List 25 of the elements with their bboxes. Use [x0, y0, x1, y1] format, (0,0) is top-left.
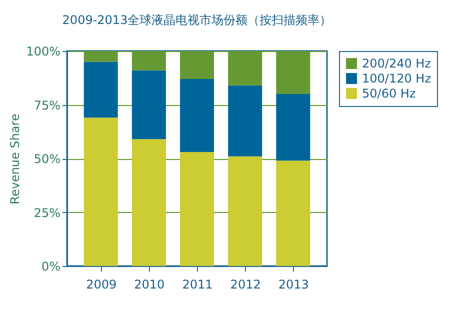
chart-title: 2009-2013全球液晶电视市场份额（按扫描频率） — [62, 13, 332, 27]
y-tick-label: 75% — [34, 98, 60, 112]
x-tick-label: 2010 — [134, 278, 165, 292]
bar — [180, 78, 214, 152]
x-tick-label: 2011 — [182, 278, 213, 292]
bar — [132, 70, 166, 140]
y-tick-label: 0% — [41, 260, 60, 274]
bar — [84, 118, 118, 266]
bar — [228, 85, 262, 156]
x-tick-label: 2009 — [86, 278, 117, 292]
y-tick-label: 100% — [26, 44, 60, 58]
x-tick-label: 2012 — [230, 278, 261, 292]
y-tick-label: 50% — [34, 152, 60, 166]
bar — [180, 152, 214, 266]
bar — [276, 160, 310, 266]
bar — [228, 156, 262, 266]
y-tick-label: 25% — [34, 206, 60, 220]
bar — [276, 94, 310, 161]
bar — [132, 139, 166, 266]
legend-label: 200/240 Hz — [362, 56, 431, 70]
y-axis-title: Revenue Share — [8, 114, 22, 204]
legend-label: 100/120 Hz — [362, 72, 431, 86]
x-tick-label: 2013 — [278, 278, 309, 292]
legend-label: 50/60 Hz — [362, 86, 416, 100]
bar — [84, 62, 118, 118]
